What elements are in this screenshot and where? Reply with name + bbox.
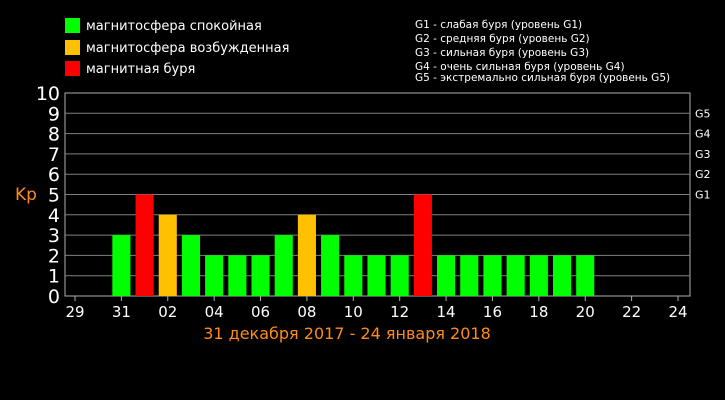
bar-10: [344, 255, 363, 296]
x-tick-label: 02: [158, 303, 177, 321]
x-tick-label: 29: [65, 303, 84, 321]
y-tick-label: 10: [36, 83, 60, 105]
x-tick-label: 18: [529, 303, 548, 321]
bar-03: [181, 235, 201, 296]
bar-13: [413, 194, 432, 296]
g-level-label: G2: [695, 168, 711, 181]
y-tick-label: 1: [48, 266, 60, 288]
legend-label-quiet: магнитосфера спокойная: [86, 19, 262, 34]
bar-15: [460, 255, 479, 296]
g-note-2: G2 - средняя буря (уровень G2): [415, 33, 590, 45]
legend-label-excited: магнитосфера возбужденная: [86, 41, 289, 56]
y-tick-label: 3: [48, 225, 60, 247]
legend-swatch-storm: [65, 61, 80, 76]
bar-17: [506, 255, 525, 296]
x-tick-label: 08: [297, 303, 316, 321]
y-tick-label: 0: [48, 286, 60, 308]
bar-06: [251, 255, 270, 296]
g-note-4: G4 - очень сильная буря (уровень G4): [415, 61, 625, 73]
x-tick-label: 10: [344, 303, 363, 321]
bar-19: [552, 255, 572, 296]
x-tick-label: 04: [205, 303, 224, 321]
bar-04: [205, 255, 224, 296]
y-axis-label: Kp: [15, 185, 37, 205]
g-level-label: G5: [695, 107, 711, 120]
y-tick-label: 9: [48, 103, 60, 125]
bars: [112, 194, 595, 296]
x-tick-label: 22: [622, 303, 641, 321]
bar-08: [297, 214, 316, 296]
g-level-labels: G1 G2 G3 G4 G5: [695, 107, 711, 201]
x-tick-label: 14: [437, 303, 456, 321]
bar-14: [437, 255, 456, 296]
x-tick-label: 16: [483, 303, 502, 321]
bar-18: [529, 255, 548, 296]
y-tick-label: 7: [48, 144, 60, 166]
g-level-label: G1: [695, 189, 711, 202]
legend-label-storm: магнитная буря: [86, 62, 195, 77]
x-tick-label: 20: [576, 303, 595, 321]
g-scale-notes: G1 - слабая буря (уровень G1) G2 - средн…: [415, 19, 670, 84]
g-level-label: G4: [695, 128, 711, 141]
bar-02: [158, 214, 177, 296]
x-tick-label: 31: [112, 303, 131, 321]
bar-05: [228, 255, 247, 296]
x-tick-label: 06: [251, 303, 270, 321]
y-tick-label: 2: [48, 245, 60, 267]
g-level-label: G3: [695, 148, 711, 161]
legend-swatch-quiet: [65, 18, 80, 33]
x-tick-label: 12: [390, 303, 409, 321]
y-tick-label: 6: [48, 164, 60, 186]
bar-07: [274, 235, 293, 296]
bar-12: [390, 255, 409, 296]
x-tick-label: 24: [668, 303, 687, 321]
g-note-1: G1 - слабая буря (уровень G1): [415, 19, 582, 31]
grid: [65, 112, 690, 277]
bar-09: [321, 235, 340, 296]
bar-31: [112, 235, 131, 296]
bar-16: [483, 255, 502, 296]
y-tick-label: 4: [48, 205, 60, 227]
g-note-3: G3 - сильная буря (уровень G3): [415, 47, 589, 59]
bar-20: [576, 255, 595, 296]
legend-swatch-excited: [65, 40, 80, 55]
y-tick-label: 8: [48, 124, 60, 146]
bar-01: [135, 194, 154, 296]
y-tick-label: 5: [48, 185, 60, 207]
x-tick-labels: 29 31 02 04 06 08 10 12 14 16 18 20 22 24: [65, 296, 688, 321]
g-note-5: G5 - экстремально сильная буря (уровень …: [415, 72, 670, 84]
legend: магнитосфера спокойная магнитосфера возб…: [65, 18, 289, 77]
x-axis-label: 31 декабря 2017 - 24 января 2018: [203, 324, 491, 343]
bar-11: [367, 255, 386, 296]
